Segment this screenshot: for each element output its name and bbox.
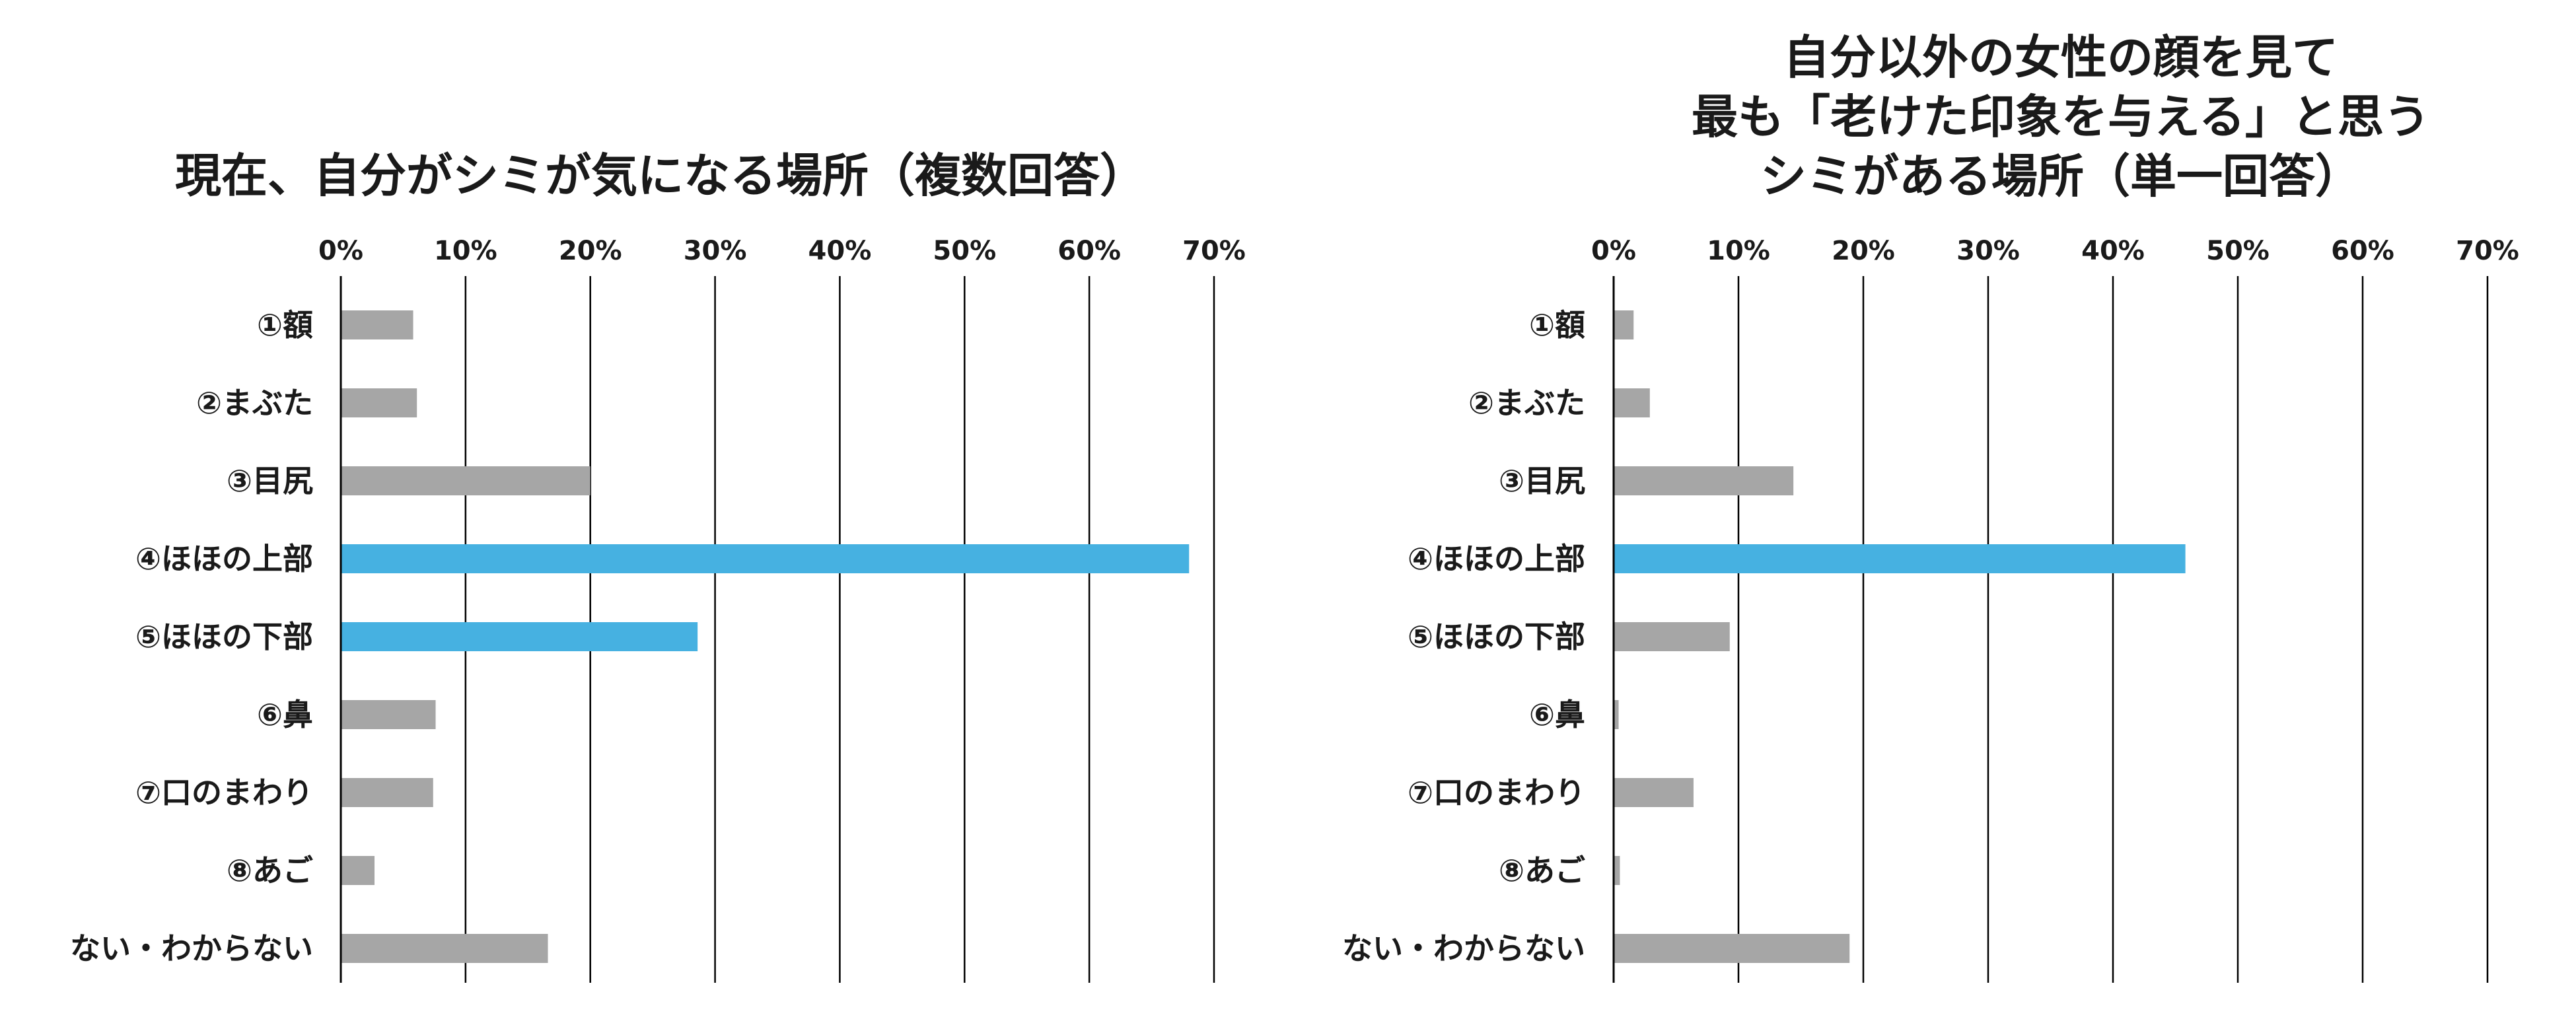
- x-tick-label-right-0: 0%: [1591, 236, 1636, 266]
- category-label-right-4: ⑤ほほの下部: [1408, 619, 1585, 655]
- category-label-left-3: ④ほほの上部: [135, 541, 313, 577]
- bar-left-0: [341, 310, 413, 339]
- bar-left-6: [341, 778, 433, 807]
- bar-left-2: [341, 466, 590, 495]
- bar-right-0: [1614, 310, 1634, 339]
- bar-right-4: [1614, 622, 1730, 651]
- bar-right-2: [1614, 466, 1794, 495]
- chart-title-right-line-1: 自分以外の女性の顔を見て: [1783, 30, 2338, 85]
- chart-title-right-line-3: シミがある場所（単一回答）: [1760, 149, 2361, 203]
- bar-left-1: [341, 388, 417, 417]
- x-tick-label-left-6: 60%: [1057, 236, 1121, 266]
- chart-title-left-line-1: 現在、自分がシミが気になる場所（複数回答）: [175, 149, 1146, 203]
- x-tick-label-right-4: 40%: [2081, 236, 2145, 266]
- bar-left-3: [341, 544, 1190, 573]
- category-label-right-1: ②まぶた: [1468, 385, 1585, 421]
- x-tick-label-right-1: 10%: [1707, 236, 1770, 266]
- x-tick-label-left-3: 30%: [684, 236, 747, 266]
- category-label-right-3: ④ほほの上部: [1408, 541, 1585, 577]
- category-label-right-8: ない・わからない: [1342, 931, 1585, 966]
- category-label-right-7: ⑧あご: [1499, 853, 1585, 888]
- x-tick-label-left-7: 70%: [1182, 236, 1246, 266]
- x-tick-label-right-3: 30%: [1956, 236, 2020, 266]
- bar-left-5: [341, 700, 436, 729]
- category-label-left-6: ⑦口のまわり: [135, 775, 313, 810]
- bar-right-5: [1614, 700, 1619, 729]
- category-label-left-4: ⑤ほほの下部: [135, 619, 313, 655]
- x-tick-label-left-4: 40%: [808, 236, 872, 266]
- bar-right-3: [1614, 544, 2186, 573]
- chart-title-left: 現在、自分がシミが気になる場所（複数回答）: [165, 144, 1156, 207]
- category-label-right-0: ①額: [1529, 307, 1585, 343]
- chart-title-right: 自分以外の女性の顔を見て 最も「老けた印象を与える」と思う シミがある場所（単一…: [1440, 28, 2576, 206]
- category-label-left-5: ⑥鼻: [257, 697, 313, 732]
- x-tick-label-right-6: 60%: [2331, 236, 2394, 266]
- x-tick-label-right-5: 50%: [2206, 236, 2270, 266]
- category-label-left-8: ない・わからない: [70, 931, 313, 966]
- bar-right-7: [1614, 856, 1620, 885]
- x-tick-label-left-0: 0%: [318, 236, 363, 266]
- category-label-left-7: ⑧あご: [227, 853, 313, 888]
- bar-right-8: [1614, 934, 1850, 963]
- bar-left-8: [341, 934, 548, 963]
- category-label-left-1: ②まぶた: [196, 385, 313, 421]
- bar-right-6: [1614, 778, 1694, 807]
- category-label-left-0: ①額: [257, 307, 313, 343]
- category-label-right-5: ⑥鼻: [1529, 697, 1585, 732]
- category-label-right-2: ③目尻: [1499, 463, 1585, 499]
- x-tick-label-left-5: 50%: [933, 236, 996, 266]
- x-tick-label-left-2: 20%: [559, 236, 622, 266]
- bar-left-7: [341, 856, 375, 885]
- category-label-left-2: ③目尻: [227, 463, 313, 499]
- x-tick-label-right-7: 70%: [2456, 236, 2519, 266]
- chart-title-right-line-2: 最も「老けた印象を与える」と思う: [1692, 90, 2430, 144]
- x-tick-label-right-2: 20%: [1832, 236, 1895, 266]
- bar-right-1: [1614, 388, 1650, 417]
- x-tick-label-left-1: 10%: [434, 236, 497, 266]
- category-label-right-6: ⑦口のまわり: [1408, 775, 1585, 810]
- bar-left-4: [341, 622, 698, 651]
